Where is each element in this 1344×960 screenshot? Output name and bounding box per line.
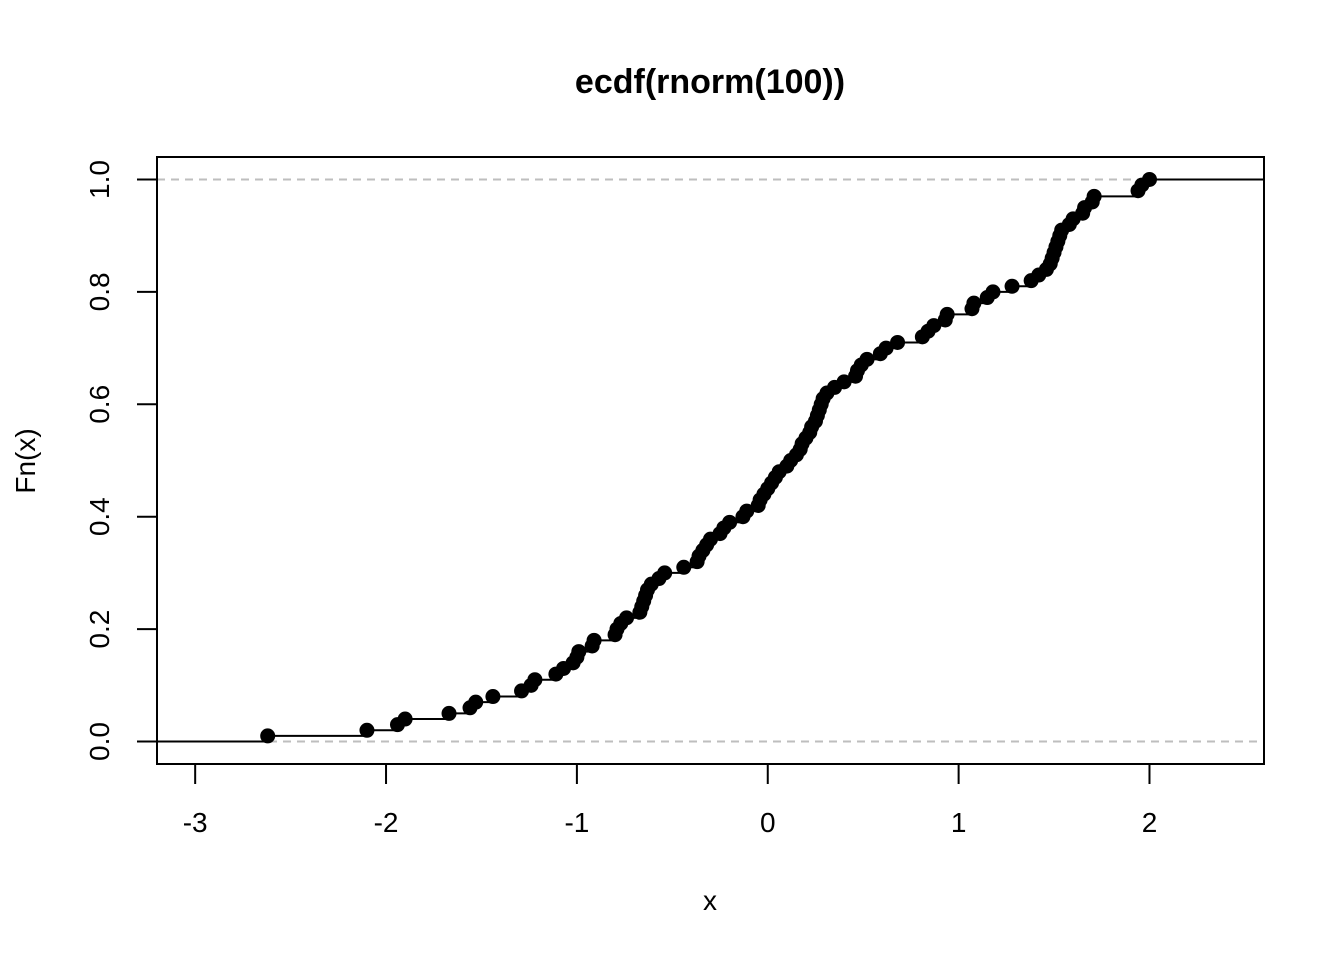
data-point [571, 644, 587, 660]
data-point [485, 689, 501, 705]
data-point [859, 351, 875, 367]
data-point [1086, 188, 1102, 204]
x-tick-label: 1 [951, 807, 967, 838]
data-point [676, 559, 692, 575]
data-point [586, 632, 602, 648]
data-point [260, 728, 276, 744]
data-point [359, 722, 375, 738]
y-tick-label: 0.2 [84, 610, 115, 649]
reference-lines [157, 178, 1264, 743]
x-tick-label: -2 [374, 807, 399, 838]
data-point [1004, 278, 1020, 294]
data-point [441, 705, 457, 721]
x-axis: -3 -2 -1 0 1 2 [183, 763, 1158, 838]
y-tick-label: 0.4 [84, 497, 115, 536]
x-tick-label: -3 [183, 807, 208, 838]
y-tick-label: 0.8 [84, 272, 115, 311]
data-point [657, 565, 673, 581]
data-point [939, 306, 955, 322]
x-tick-label: -1 [564, 807, 589, 838]
data-point [878, 340, 894, 356]
data-point [926, 318, 942, 334]
x-tick-label: 2 [1142, 807, 1158, 838]
plot-frame [156, 156, 1265, 765]
chart-title: ecdf(rnorm(100)) [575, 63, 845, 101]
y-tick-label: 0.6 [84, 385, 115, 424]
data-point [722, 514, 738, 530]
x-axis-label: x [703, 885, 717, 916]
data-point [985, 284, 1001, 300]
data-point [527, 672, 543, 688]
y-axis: 0.0 0.2 0.4 0.6 0.8 1.0 [84, 160, 158, 761]
data-point [619, 610, 635, 626]
data-point [890, 334, 906, 350]
ecdf-steps [157, 178, 1264, 743]
data-point [836, 374, 852, 390]
ecdf-points [260, 171, 1157, 744]
data-point [739, 503, 755, 519]
y-tick-label: 1.0 [84, 160, 115, 199]
data-point [1141, 171, 1157, 187]
y-axis-label: Fn(x) [10, 428, 41, 493]
data-point [966, 295, 982, 311]
data-point [468, 694, 484, 710]
y-tick-label: 0.0 [84, 722, 115, 761]
x-tick-label: 0 [760, 807, 776, 838]
data-point [397, 711, 413, 727]
